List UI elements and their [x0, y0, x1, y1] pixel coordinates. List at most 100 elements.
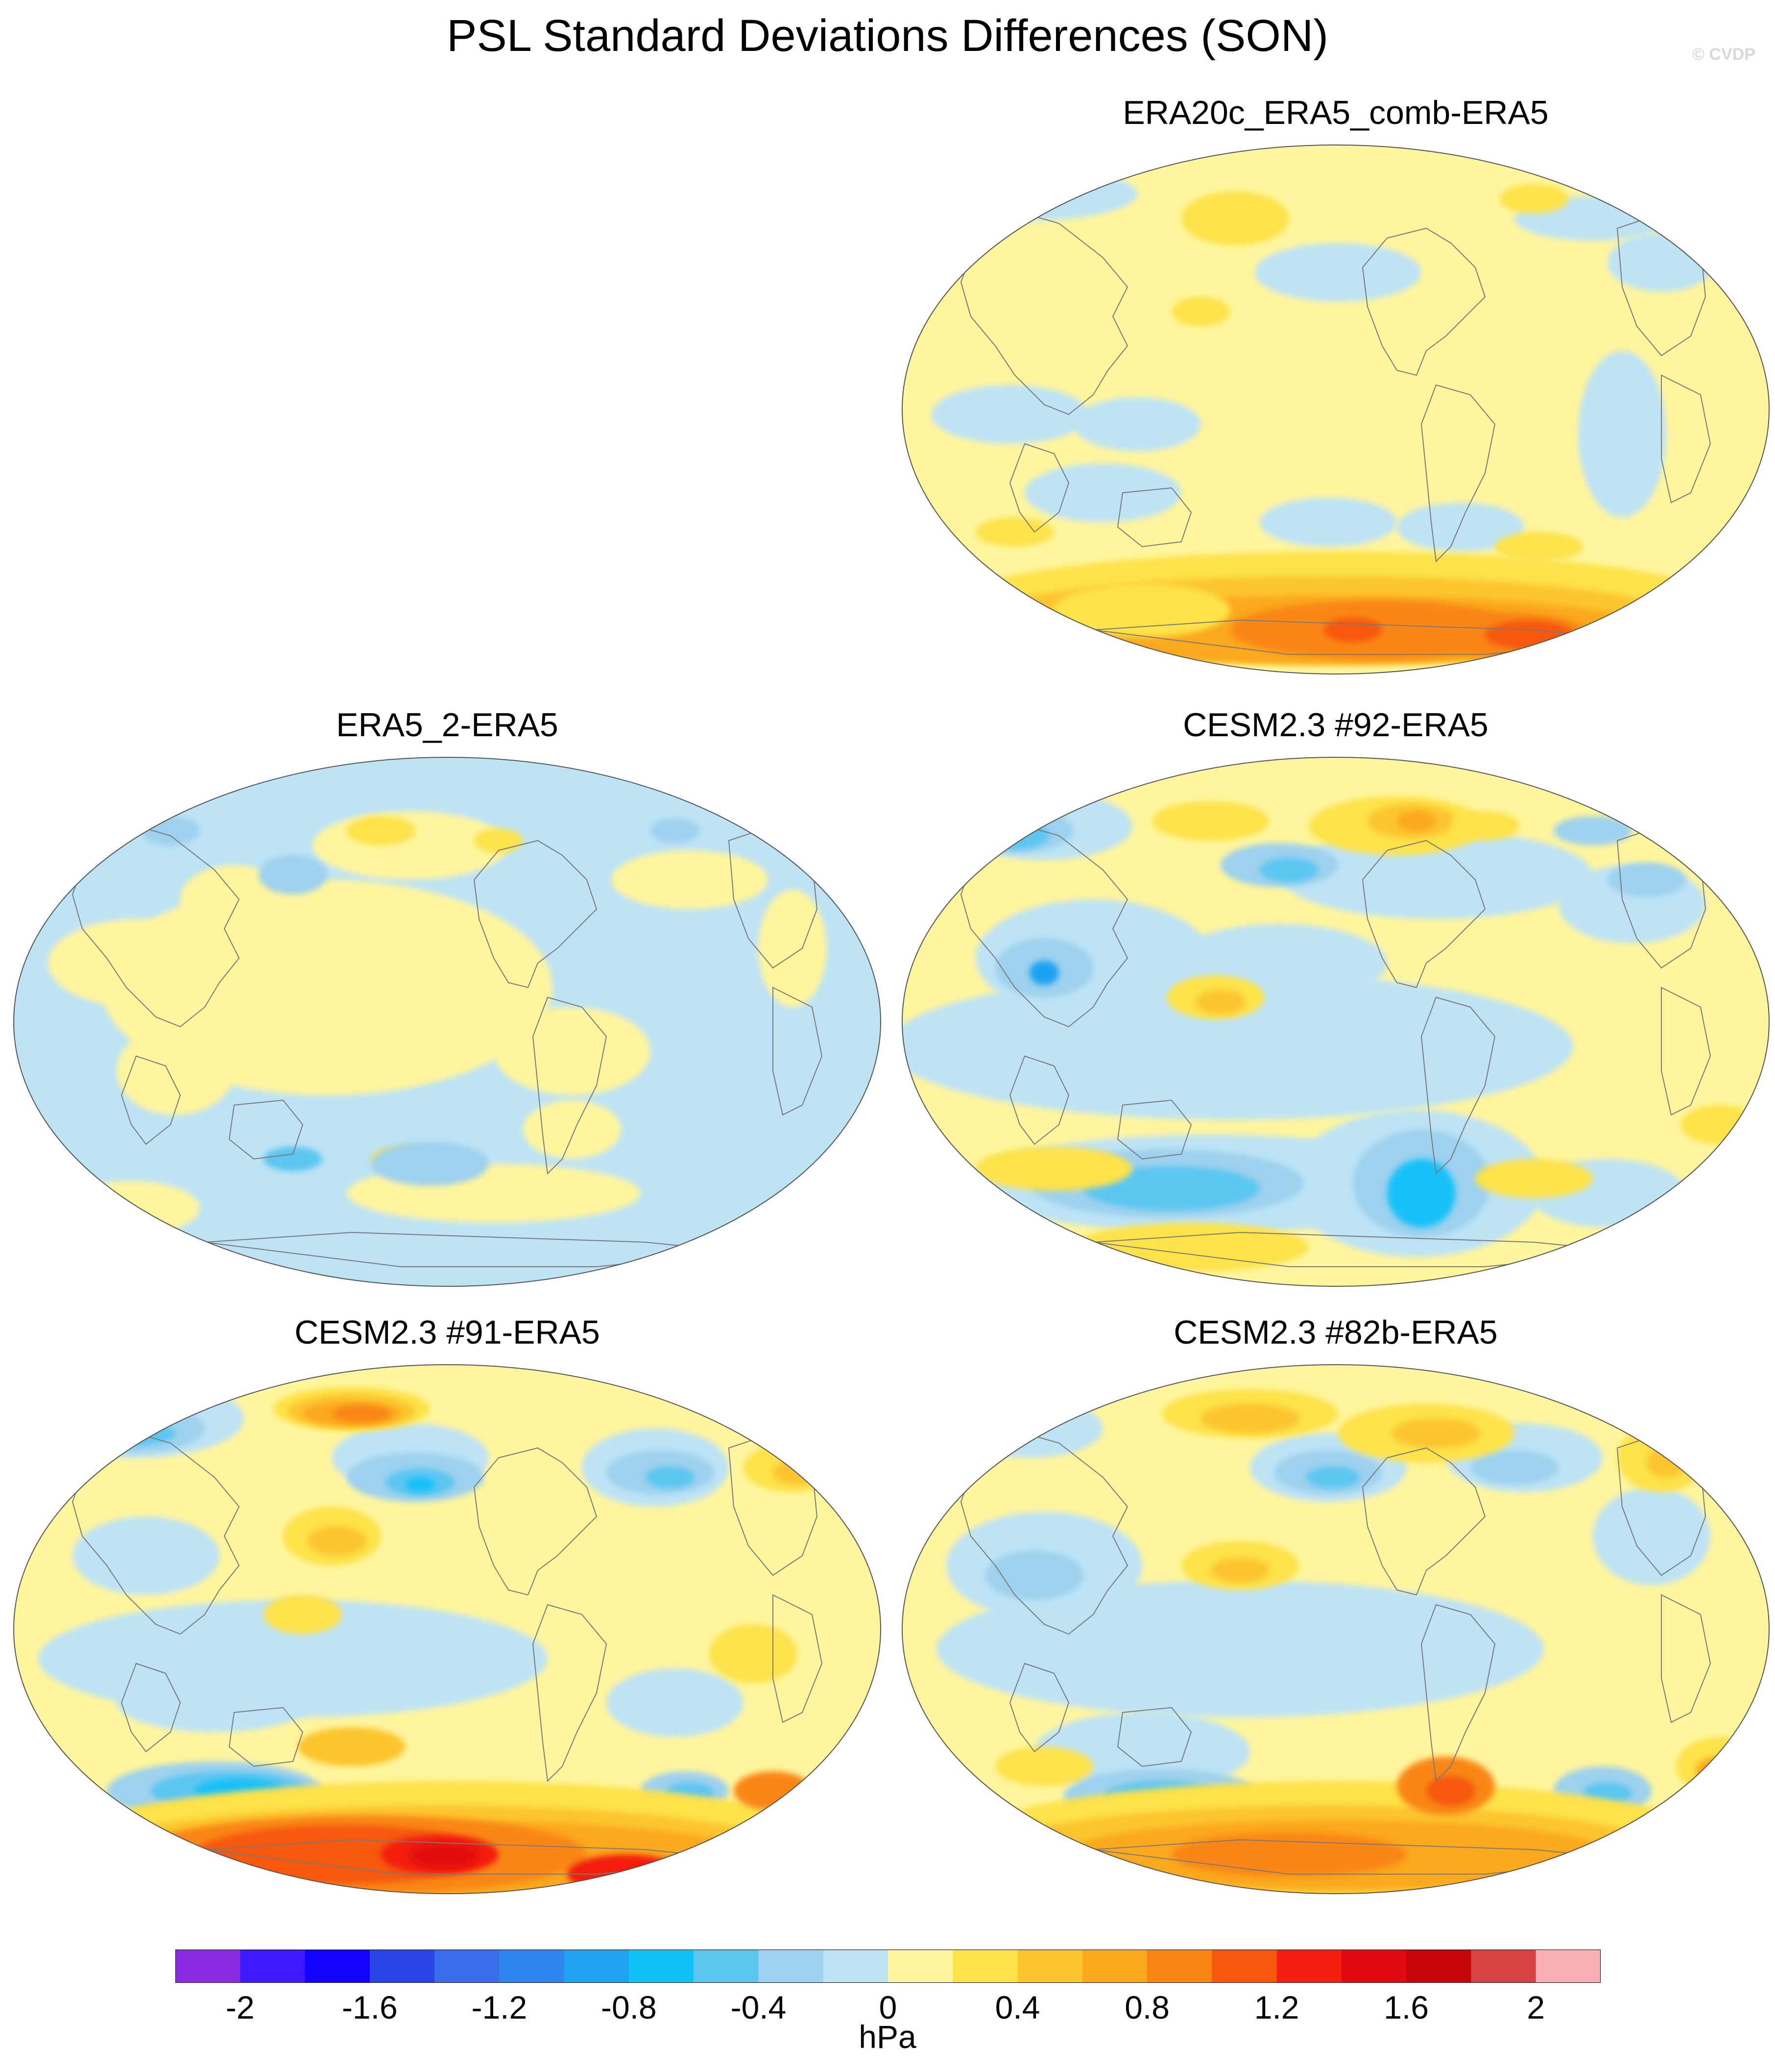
coastline [532, 1604, 607, 1783]
contour-region [1475, 1159, 1593, 1198]
contour-region [1470, 1450, 1559, 1485]
contour-region [48, 919, 224, 1007]
coastline [228, 1707, 304, 1767]
map-era20c-era5-comb [897, 140, 1774, 679]
contour-region [1260, 858, 1319, 882]
colorbar-swatch [175, 1950, 240, 1983]
coastline [72, 825, 240, 1028]
contour-region [912, 167, 1137, 221]
contour-region [1495, 532, 1583, 561]
colorbar-tick-label: 1.2 [1254, 1989, 1299, 2025]
colorbar-swatch [1147, 1950, 1212, 1983]
contour-region [1578, 351, 1666, 517]
map-border [902, 1364, 1770, 1894]
contour-region [976, 1147, 1132, 1191]
panel-era20c-era5-comb: ERA20c_ERA5_comb-ERA5 [897, 93, 1774, 675]
map-border [902, 145, 1770, 675]
colorbar-swatch [758, 1950, 824, 1983]
coastline [473, 1447, 598, 1596]
colorbar-tick-label: -1.2 [471, 1989, 528, 2025]
contour-region [646, 1467, 695, 1488]
map-border [13, 757, 881, 1287]
colorbar-swatch [564, 1950, 629, 1983]
contour-region [117, 1673, 312, 1732]
colorbar-units: hPa [859, 2019, 916, 2055]
colorbar-tick-label: 0.8 [1125, 1989, 1170, 2025]
coastline [1009, 443, 1070, 533]
contour-region [611, 850, 768, 909]
coastline [1362, 1447, 1486, 1596]
contour-region [1255, 243, 1421, 302]
contour-region [141, 816, 200, 845]
colorbar-tick-label: 1.6 [1384, 1989, 1429, 2025]
contour-region [1306, 1467, 1360, 1488]
panel-title: ERA20c_ERA5_comb-ERA5 [1123, 94, 1549, 131]
contour-region [494, 1007, 650, 1095]
colorbar-tick-label: 0 [879, 1989, 897, 2025]
coastline [1009, 1055, 1070, 1145]
colorbar-swatch [1341, 1950, 1407, 1983]
contour-region [758, 890, 827, 1007]
contour-region [1607, 863, 1686, 897]
contour-region [981, 822, 1049, 849]
colorbar-tick-label: -0.8 [601, 1989, 657, 2025]
coastline [1420, 1604, 1496, 1783]
panel-cesm23-92-era5: CESM2.3 #92-ERA5 [897, 705, 1774, 1287]
contour-region [63, 1181, 200, 1235]
map-cesm23-91-era5 [9, 1360, 886, 1899]
contour-region [72, 1517, 219, 1595]
map-cesm23-92-era5 [897, 752, 1774, 1291]
colorbar-swatch [305, 1950, 370, 1983]
colorbar-tick-label: -2 [225, 1989, 255, 2025]
contour-region [1152, 801, 1270, 841]
contour-region [1181, 192, 1289, 245]
contour-region [1652, 811, 1710, 841]
map-border [13, 1364, 881, 1894]
contour-region [734, 1771, 812, 1810]
colorbar-swatch [1535, 1950, 1601, 1983]
contour-region [1607, 233, 1715, 292]
coastline [72, 1432, 240, 1635]
coastline [1420, 996, 1496, 1175]
contour-region [956, 1399, 1103, 1458]
contour-region [1196, 990, 1245, 1014]
coastline [960, 825, 1128, 1028]
coastline [1661, 374, 1711, 504]
contour-region [107, 1855, 303, 1894]
colorbar-swatch [1082, 1950, 1148, 1983]
psl-contour-field [902, 757, 1769, 1286]
contour-region [347, 816, 415, 845]
coastline [1117, 1099, 1192, 1160]
contour-region [523, 1100, 621, 1159]
contour-region [1647, 1448, 1686, 1477]
contour-region [1426, 1776, 1475, 1806]
contour-region [650, 819, 699, 843]
contour-region [995, 1747, 1093, 1786]
coastline [772, 1594, 823, 1723]
watermark: © CVDP [1692, 45, 1755, 64]
coastline [960, 213, 1128, 415]
contour-region [976, 517, 1054, 547]
coastline [960, 1432, 1128, 1635]
coastline [1009, 1662, 1070, 1753]
contour-region [1083, 1166, 1260, 1210]
panel-title: ERA5_2-ERA5 [336, 706, 558, 744]
coastline [228, 1099, 304, 1160]
map-border [902, 757, 1770, 1287]
contour-region [1260, 498, 1397, 547]
colorbar-swatch [1471, 1950, 1536, 1983]
contour-region [773, 1414, 832, 1453]
colorbar-swatch [499, 1950, 565, 1983]
colorbar-swatch [1406, 1950, 1471, 1983]
contour-region [1172, 297, 1230, 326]
psl-contour-field [14, 757, 881, 1286]
panel-title: CESM2.3 #92-ERA5 [1183, 706, 1488, 744]
contour-region [1397, 811, 1436, 831]
coastline [772, 987, 823, 1116]
panel-cesm23-82b-era5: CESM2.3 #82b-ERA5 [897, 1313, 1774, 1894]
contour-region [1451, 811, 1519, 841]
colorbar-swatch [1017, 1950, 1083, 1983]
colorbar-swatch [694, 1950, 759, 1983]
contour-region [1201, 1404, 1299, 1433]
coastline [1362, 227, 1486, 376]
